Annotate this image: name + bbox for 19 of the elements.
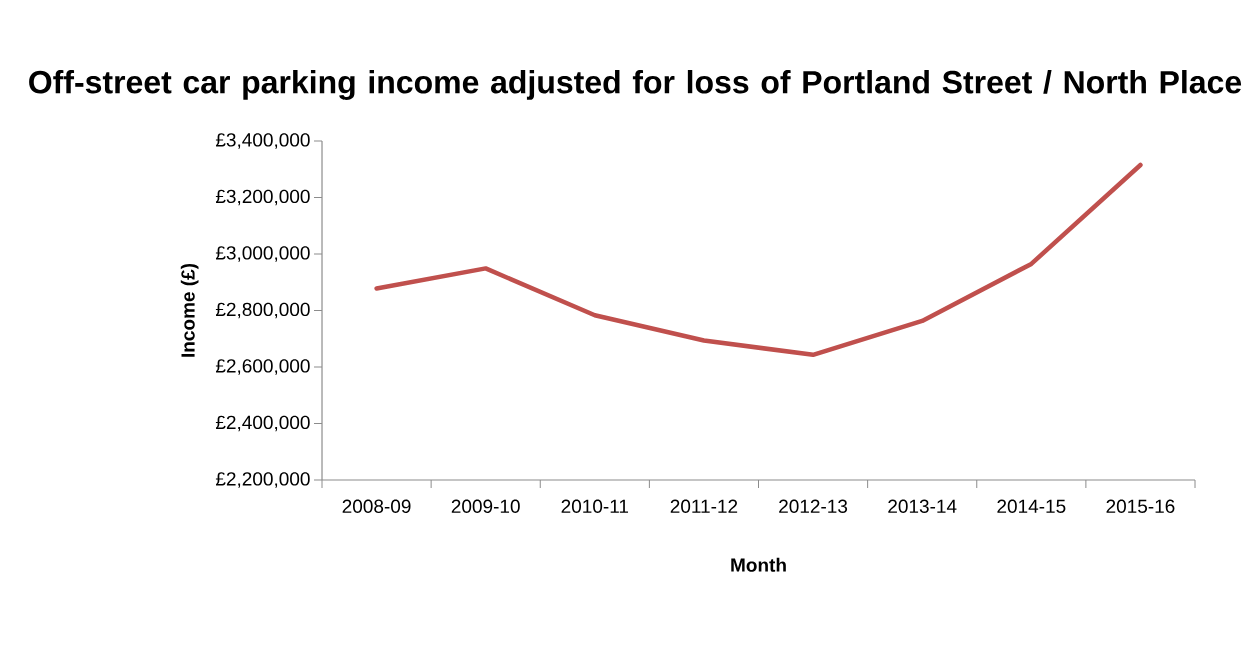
x-tick-label: 2009-10 — [451, 499, 520, 513]
y-tick-label: £3,200,000 — [215, 189, 310, 206]
x-tick-label: 2014-15 — [997, 499, 1066, 513]
y-axis-title: Income (£) — [180, 263, 199, 357]
y-tick-label: £3,000,000 — [215, 246, 310, 262]
y-tick-label: £2,600,000 — [215, 359, 310, 375]
x-tick-label: 2008-09 — [342, 499, 411, 513]
x-tick-label: 2015-16 — [1106, 499, 1175, 513]
x-tick-label: 2013-14 — [888, 499, 957, 513]
x-tick-label: 2012-13 — [779, 499, 848, 513]
y-tick-label: £2,200,000 — [215, 472, 310, 488]
y-tick-label: £2,400,000 — [215, 415, 310, 432]
x-tick-label: 2010-11 — [561, 499, 629, 513]
x-axis-title: Month — [731, 557, 786, 572]
line-series — [374, 162, 1143, 358]
y-tick-label: £2,800,000 — [215, 302, 310, 319]
chart-title: Off-street car parking income adjusted for loss of Portland Street / North Place — [29, 70, 1242, 100]
x-tick-label: 2011-12 — [670, 499, 738, 513]
y-tick-label: £3,400,000 — [215, 133, 310, 149]
